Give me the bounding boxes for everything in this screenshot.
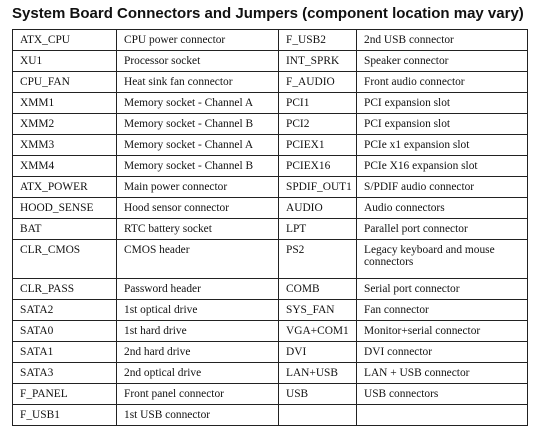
right-connector-description: DVI connector — [356, 341, 528, 363]
right-connector-description: Parallel port connector — [356, 218, 528, 240]
right-connector-description: Fan connector — [356, 299, 528, 321]
left-connector-code: SATA1 — [12, 341, 117, 363]
table-row: ATX_CPU CPU power connector F_USB2 2nd USB … — [12, 29, 528, 51]
table-row: XMM4 Memory socket - Channel B PCIEX16 PCIe… — [12, 155, 528, 177]
right-connector-code: PCI2 — [278, 113, 357, 135]
table-row: F_PANEL Front panel connector USB USB conne… — [12, 383, 528, 405]
right-connector-code: VGA+COM1 — [278, 320, 357, 342]
table-row: HOOD_SENSE Hood sensor connector AUDIO Audi… — [12, 197, 528, 219]
left-connector-code: XMM4 — [12, 155, 117, 177]
left-connector-description: 1st USB connector — [116, 404, 279, 426]
left-connector-code: F_PANEL — [12, 383, 117, 405]
left-connector-description: RTC battery socket — [116, 218, 279, 240]
left-connector-code: XU1 — [12, 50, 117, 72]
left-connector-description: 1st optical drive — [116, 299, 279, 321]
right-connector-description — [356, 404, 528, 426]
table-row: CLR_CMOS CMOS header PS2 Legacy keyboard an… — [12, 239, 528, 279]
left-connector-description: Front panel connector — [116, 383, 279, 405]
left-connector-description: Memory socket - Channel A — [116, 92, 279, 114]
table-row: XU1 Processor socket INT_SPRK Speaker conne… — [12, 50, 528, 72]
right-connector-description: PCI expansion slot — [356, 92, 528, 114]
right-connector-description: PCIe x1 expansion slot — [356, 134, 528, 156]
left-connector-code: HOOD_SENSE — [12, 197, 117, 219]
right-connector-code: PCI1 — [278, 92, 357, 114]
left-connector-description: Hood sensor connector — [116, 197, 279, 219]
right-connector-description: PCIe X16 expansion slot — [356, 155, 528, 177]
left-connector-description: Memory socket - Channel B — [116, 155, 279, 177]
right-connector-description: S/PDIF audio connector — [356, 176, 528, 198]
left-connector-code: CLR_CMOS — [12, 239, 117, 279]
left-connector-code: F_USB1 — [12, 404, 117, 426]
connectors-table-body: ATX_CPU CPU power connector F_USB2 2nd USB … — [12, 29, 528, 426]
right-connector-code: LAN+USB — [278, 362, 357, 384]
left-connector-description: Memory socket - Channel B — [116, 113, 279, 135]
right-connector-code: PS2 — [278, 239, 357, 279]
right-connector-code — [278, 404, 357, 426]
left-connector-code: SATA2 — [12, 299, 117, 321]
table-row: SATA1 2nd hard drive DVI DVI connector — [12, 341, 528, 363]
left-connector-code: SATA0 — [12, 320, 117, 342]
left-connector-description: CPU power connector — [116, 29, 279, 51]
right-connector-code: INT_SPRK — [278, 50, 357, 72]
right-connector-code: AUDIO — [278, 197, 357, 219]
left-connector-description: 2nd hard drive — [116, 341, 279, 363]
left-connector-description: Heat sink fan connector — [116, 71, 279, 93]
left-connector-code: XMM2 — [12, 113, 117, 135]
table-row: ATX_POWER Main power connector SPDIF_OUT1 S… — [12, 176, 528, 198]
right-connector-description: Monitor+serial connector — [356, 320, 528, 342]
table-row: SATA2 1st optical drive SYS_FAN Fan connect… — [12, 299, 528, 321]
left-connector-code: CLR_PASS — [12, 278, 117, 300]
table-row: XMM1 Memory socket - Channel A PCI1 PCI exp… — [12, 92, 528, 114]
right-connector-code: USB — [278, 383, 357, 405]
left-connector-code: ATX_CPU — [12, 29, 117, 51]
right-connector-description: 2nd USB connector — [356, 29, 528, 51]
left-connector-description: Processor socket — [116, 50, 279, 72]
right-connector-code: SPDIF_OUT1 — [278, 176, 357, 198]
left-connector-description: 2nd optical drive — [116, 362, 279, 384]
left-connector-code: CPU_FAN — [12, 71, 117, 93]
right-connector-code: COMB — [278, 278, 357, 300]
table-row: CLR_PASS Password header COMB Serial port c… — [12, 278, 528, 300]
table-row: XMM2 Memory socket - Channel B PCI2 PCI exp… — [12, 113, 528, 135]
right-connector-code: F_AUDIO — [278, 71, 357, 93]
right-connector-code: PCIEX16 — [278, 155, 357, 177]
left-connector-description: Main power connector — [116, 176, 279, 198]
right-connector-description: LAN + USB connector — [356, 362, 528, 384]
right-connector-code: DVI — [278, 341, 357, 363]
left-connector-description: Memory socket - Channel A — [116, 134, 279, 156]
right-connector-code: PCIEX1 — [278, 134, 357, 156]
left-connector-code: SATA3 — [12, 362, 117, 384]
left-connector-code: ATX_POWER — [12, 176, 117, 198]
left-connector-description: Password header — [116, 278, 279, 300]
right-connector-description: Speaker connector — [356, 50, 528, 72]
left-connector-description: CMOS header — [116, 239, 279, 279]
right-connector-code: LPT — [278, 218, 357, 240]
right-connector-description: Serial port connector — [356, 278, 528, 300]
table-row: SATA3 2nd optical drive LAN+USB LAN + USB c… — [12, 362, 528, 384]
right-connector-code: F_USB2 — [278, 29, 357, 51]
page-title: System Board Connectors and Jumpers (com… — [12, 5, 524, 22]
right-connector-description: Legacy keyboard and mouse connectors — [356, 239, 528, 279]
table-row: CPU_FAN Heat sink fan connector F_AUDIO Fro… — [12, 71, 528, 93]
table-row: SATA0 1st hard drive VGA+COM1 Monitor+seria… — [12, 320, 528, 342]
table-row: F_USB1 1st USB connector — [12, 404, 528, 426]
right-connector-description: Front audio connector — [356, 71, 528, 93]
table-row: XMM3 Memory socket - Channel A PCIEX1 PCIe … — [12, 134, 528, 156]
left-connector-code: BAT — [12, 218, 117, 240]
right-connector-description: PCI expansion slot — [356, 113, 528, 135]
left-connector-code: XMM3 — [12, 134, 117, 156]
left-connector-description: 1st hard drive — [116, 320, 279, 342]
table-row: BAT RTC battery socket LPT Parallel port co… — [12, 218, 528, 240]
right-connector-description: Audio connectors — [356, 197, 528, 219]
right-connector-code: SYS_FAN — [278, 299, 357, 321]
right-connector-description: USB connectors — [356, 383, 528, 405]
connectors-table: ATX_CPU CPU power connector F_USB2 2nd USB … — [12, 29, 528, 426]
left-connector-code: XMM1 — [12, 92, 117, 114]
